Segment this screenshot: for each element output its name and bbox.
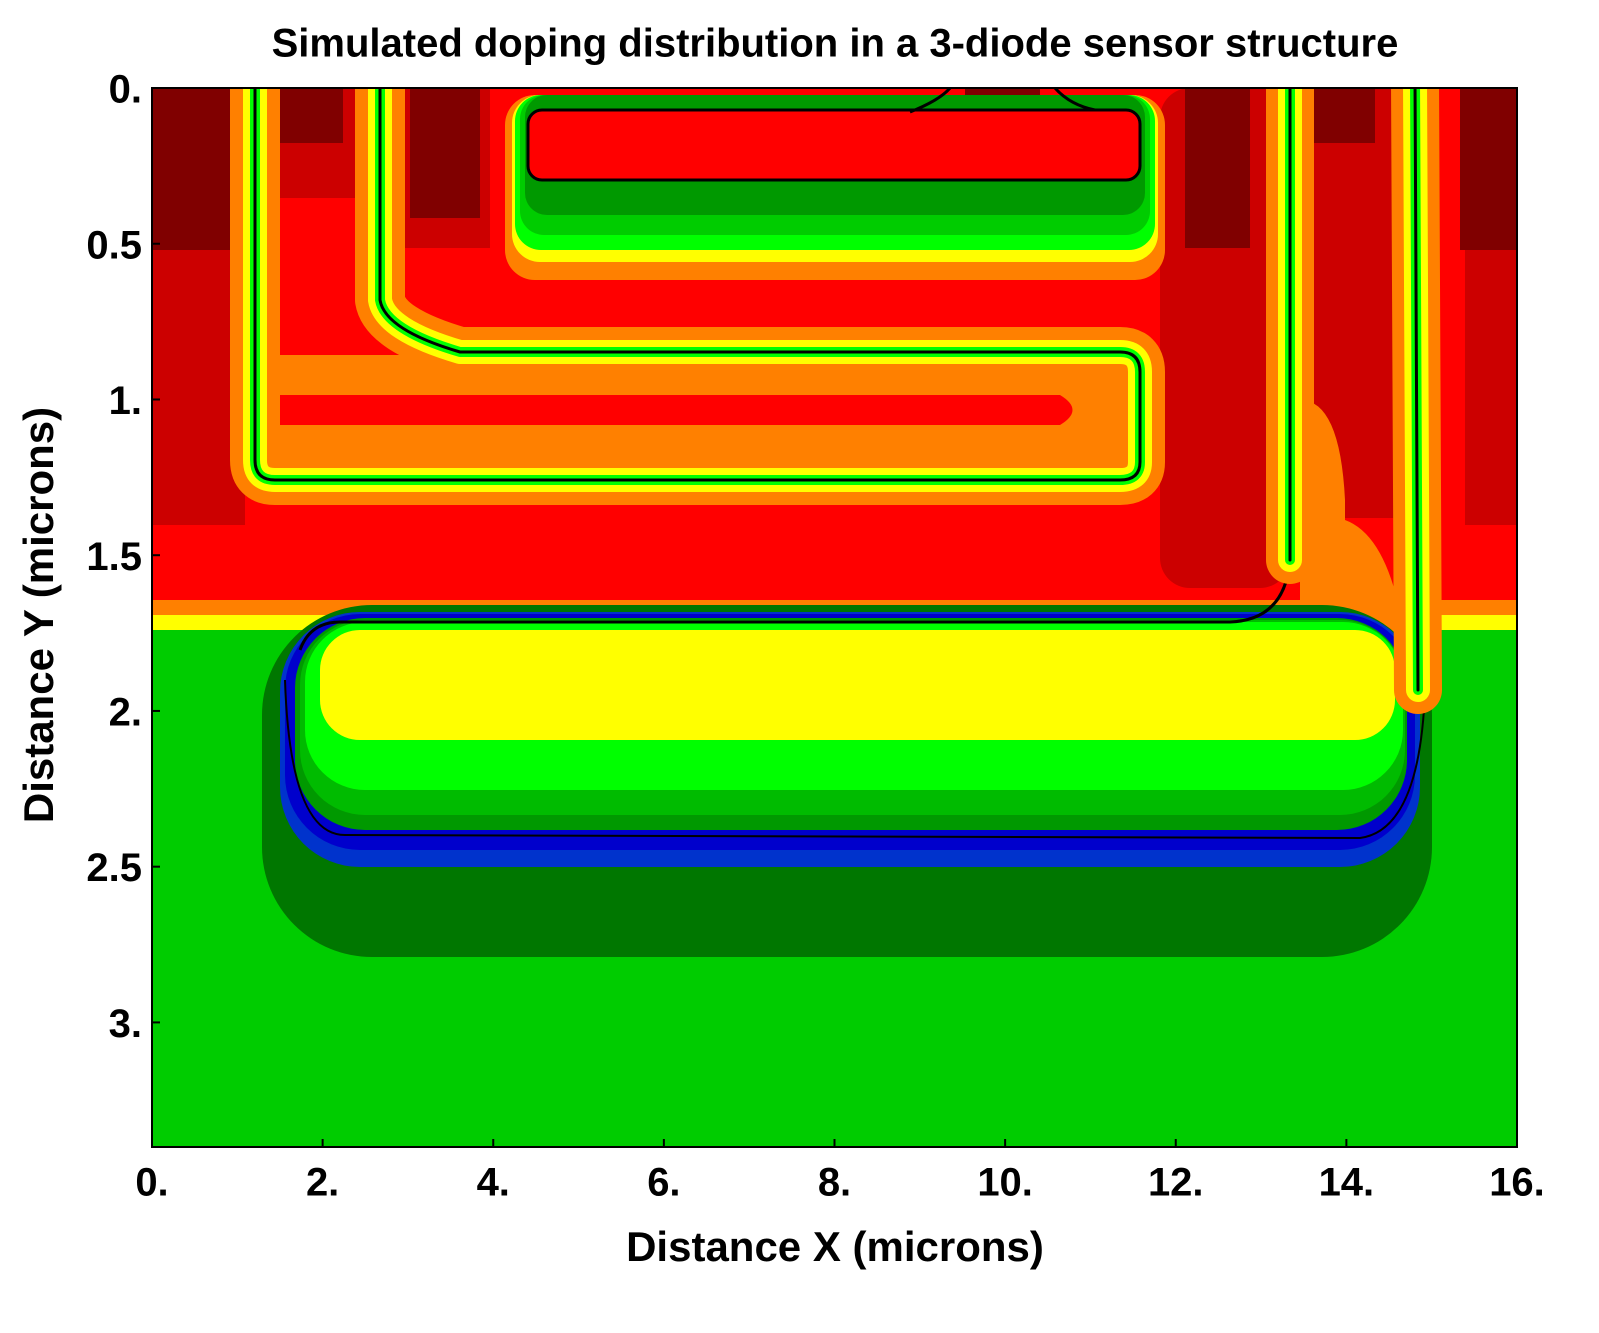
y-axis-label: Distance Y (microns) bbox=[15, 407, 62, 823]
x-tick-label: 8. bbox=[818, 1161, 851, 1205]
x-tick-label: 2. bbox=[306, 1161, 339, 1205]
x-tick-label: 6. bbox=[647, 1161, 680, 1205]
y-tick-label: 0. bbox=[109, 68, 142, 112]
chart-title: Simulated doping distribution in a 3-dio… bbox=[272, 22, 1399, 66]
x-tick-label: 12. bbox=[1148, 1161, 1204, 1205]
x-tick-label: 16. bbox=[1489, 1161, 1545, 1205]
x-tick-label: 14. bbox=[1319, 1161, 1375, 1205]
y-tick-label: 1.5 bbox=[86, 535, 142, 579]
x-tick-label: 0. bbox=[135, 1161, 168, 1205]
y-tick-label: 2. bbox=[109, 691, 142, 735]
x-tick-label: 4. bbox=[477, 1161, 510, 1205]
x-tick-label: 10. bbox=[977, 1161, 1033, 1205]
contour-field bbox=[152, 88, 1517, 1147]
y-tick-label: 1. bbox=[109, 379, 142, 423]
y-tick-label: 0.5 bbox=[86, 223, 142, 267]
y-tick-label: 3. bbox=[109, 1002, 142, 1046]
x-axis-label: Distance X (microns) bbox=[626, 1223, 1044, 1270]
y-tick-label: 2.5 bbox=[86, 846, 142, 890]
